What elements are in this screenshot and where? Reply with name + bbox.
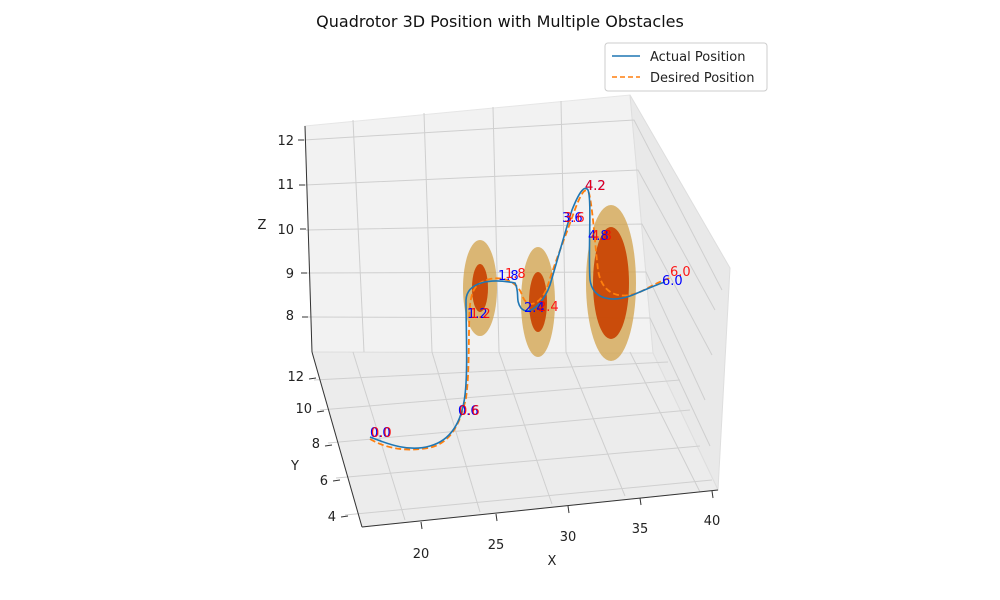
time-label-actual: 6.0: [662, 274, 683, 289]
x-tick-label: 25: [488, 538, 505, 553]
y-tick-label: 4: [328, 510, 336, 525]
x-tick: [420, 521, 423, 530]
grid-lines: [303, 100, 723, 521]
actual-position-line: [369, 187, 666, 450]
grid-line: [629, 351, 701, 493]
legend-label-actual: Actual Position: [650, 50, 745, 65]
x-tick: [567, 505, 570, 514]
z-tick-label: 9: [286, 267, 294, 282]
time-label-actual: 4.2: [585, 179, 606, 194]
z-axis-line: [304, 125, 313, 353]
time-label-actual: 3.6: [562, 211, 583, 226]
time-label-desired: 2.4: [538, 300, 559, 315]
trajectories: [369, 187, 671, 451]
x-tick: [711, 490, 714, 499]
x-tick: [495, 513, 498, 522]
time-label-actual: 0.0: [370, 426, 391, 441]
grid-line: [431, 351, 481, 513]
z-axis-label: Z: [258, 218, 267, 233]
z-tick-label: 12: [277, 134, 294, 149]
x-tick: [639, 497, 642, 506]
x-tick-label: 30: [560, 530, 577, 545]
time-label-actual: 4.8: [588, 229, 609, 244]
grid-line: [304, 169, 716, 311]
x-tick-label: 20: [413, 547, 430, 562]
z-tick-label: 11: [277, 178, 294, 193]
time-label-desired: 3.6: [564, 211, 585, 226]
axes: [298, 125, 719, 530]
desired-position-line: [369, 189, 671, 451]
time-label-actual: 2.4: [524, 301, 545, 316]
y-axis-line: [311, 351, 363, 528]
time-label-desired: 0.0: [371, 426, 392, 441]
grid-line: [313, 361, 669, 381]
grid-line: [303, 119, 723, 291]
grid-line: [560, 100, 567, 353]
y-axis-label: Y: [290, 459, 299, 474]
time-label-desired: 1.2: [470, 307, 491, 322]
time-label-desired: 4.2: [585, 179, 606, 194]
chart-title: Quadrotor 3D Position with Multiple Obst…: [316, 12, 684, 31]
y-tick: [340, 515, 349, 518]
time-label-actual: 1.2: [467, 307, 488, 322]
obstacle-1-core: [472, 264, 488, 312]
time-label-desired: 6.0: [670, 265, 691, 280]
time-label-actual: 1.8: [498, 269, 519, 284]
grid-line: [327, 409, 691, 444]
y-tick-label: 8: [312, 437, 320, 452]
time-label-actual: 0.6: [458, 404, 479, 419]
x-tick-label: 40: [704, 514, 721, 529]
z-tick-labels: 8 9 10 11 12: [277, 134, 294, 324]
panes: [304, 94, 731, 528]
grid-line: [565, 351, 626, 497]
y-tick: [308, 377, 317, 380]
grid-line: [492, 106, 500, 353]
grid-line: [307, 316, 711, 447]
legend: Actual Position Desired Position: [604, 42, 768, 92]
legend-box: [604, 42, 768, 92]
grid-line: [305, 223, 713, 356]
time-labels: 0.00.61.21.82.43.64.24.86.00.00.61.21.82…: [370, 179, 691, 441]
grid-line: [344, 479, 713, 516]
grid-line: [335, 445, 701, 479]
y-tick: [324, 444, 333, 447]
grid-line: [352, 119, 365, 353]
grid-line: [352, 351, 406, 521]
y-tick-label: 12: [287, 370, 304, 385]
z-tick-label: 8: [286, 309, 294, 324]
y-tick-label: 6: [320, 474, 328, 489]
obstacle-3-core: [593, 227, 629, 339]
y-tick: [316, 410, 325, 413]
y-tick-labels: 4 6 8 10 12: [287, 370, 336, 525]
x-axis-line: [361, 489, 719, 528]
y-tick-label: 10: [295, 402, 312, 417]
x-tick-label: 35: [632, 522, 649, 537]
obstacles: [463, 205, 636, 361]
grid-line: [423, 112, 433, 353]
legend-label-desired: Desired Position: [650, 71, 754, 86]
grid-line: [498, 351, 553, 505]
time-label-desired: 4.8: [591, 229, 612, 244]
time-label-desired: 0.6: [459, 404, 480, 419]
grid-line: [306, 271, 706, 401]
z-tick-label: 10: [277, 223, 294, 238]
x-axis-label: X: [548, 554, 557, 569]
time-label-desired: 1.8: [505, 267, 526, 282]
y-tick: [332, 479, 341, 482]
x-tick-labels: 20 25 30 35 40: [413, 514, 721, 562]
grid-line: [319, 379, 681, 411]
